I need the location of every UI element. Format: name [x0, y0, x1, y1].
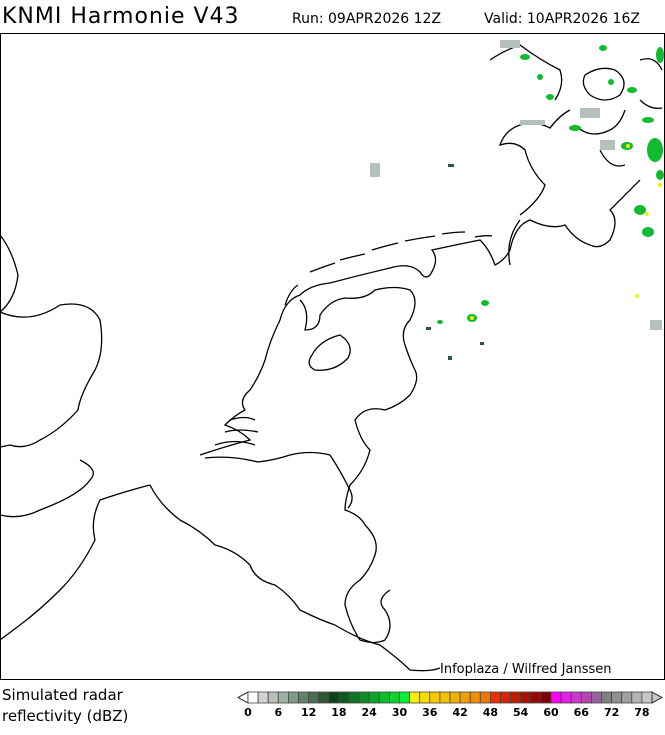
colorbar: 0 6 12 18 24 30 36 42 48 54 60 66 72 78 — [236, 691, 664, 719]
colorbar-box — [247, 691, 259, 704]
colorbar-box — [540, 691, 552, 704]
legend-label-line1: Simulated radar — [2, 686, 123, 704]
colorbar-box — [641, 691, 653, 704]
colorbar-box — [277, 691, 289, 704]
colorbar-box — [257, 691, 269, 704]
colorbar-box — [318, 691, 330, 704]
colorbar-box — [368, 691, 380, 704]
colorbar-box — [328, 691, 340, 704]
legend-label: Simulated radar reflectivity (dBZ) — [2, 685, 128, 727]
run-time: Run: 09APR2026 12Z — [292, 11, 442, 27]
zeeland-islands — [204, 416, 259, 463]
colorbar-box — [348, 691, 360, 704]
colorbar-box — [459, 691, 471, 704]
colorbar-box — [409, 691, 421, 704]
colorbar-tick-label: 48 — [483, 706, 498, 719]
radar-echoes — [370, 40, 664, 360]
colorbar-box — [590, 691, 602, 704]
colorbar-box — [449, 691, 461, 704]
colorbar-box — [439, 691, 451, 704]
colorbar-box — [267, 691, 279, 704]
legend-label-line2: reflectivity (dBZ) — [2, 707, 129, 725]
colorbar-box — [570, 691, 582, 704]
germany-coast — [429, 109, 641, 276]
colorbar-box — [510, 691, 522, 704]
colorbar-box — [399, 691, 411, 704]
colorbar-tick-label: 6 — [274, 706, 282, 719]
colorbar-box — [479, 691, 491, 704]
colorbar-box — [621, 691, 633, 704]
colorbar-box — [500, 691, 512, 704]
colorbar-box — [358, 691, 370, 704]
colorbar-box — [530, 691, 542, 704]
colorbar-tick-label: 12 — [301, 706, 316, 719]
colorbar-box — [560, 691, 572, 704]
colorbar-tick-label: 30 — [392, 706, 408, 719]
colorbar-box — [378, 691, 390, 704]
colorbar-box — [550, 691, 562, 704]
colorbar-tick-label: 18 — [331, 706, 346, 719]
colorbar-tick-label: 24 — [362, 706, 378, 719]
ijsselmeer-coast — [299, 286, 416, 371]
map-frame — [0, 33, 665, 680]
lux-border-south — [334, 624, 441, 672]
colorbar-box — [631, 691, 643, 704]
colorbar-box — [520, 691, 532, 704]
valid-time: Valid: 10APR2026 16Z — [484, 11, 640, 27]
colorbar-box — [469, 691, 481, 704]
colorbar-tick-label: 54 — [513, 706, 529, 719]
colorbar-tick-label: 78 — [634, 706, 649, 719]
france-coast — [0, 484, 151, 641]
colorbar-left-arrow — [236, 691, 249, 704]
be-fr-border — [149, 484, 336, 626]
colorbar-box — [489, 691, 501, 704]
colorbar-box — [580, 691, 592, 704]
colorbar-right-arrow — [651, 691, 664, 704]
nl-be-border — [257, 451, 353, 509]
colorbar-tick-label: 0 — [244, 706, 252, 719]
credit-text: Infoplaza / Wilfred Janssen — [440, 662, 612, 677]
wadden-islands — [284, 231, 493, 306]
colorbar-box — [419, 691, 431, 704]
colorbar-box — [298, 691, 310, 704]
colorbar-box — [388, 691, 400, 704]
england-coast — [0, 234, 103, 518]
colorbar-box — [601, 691, 613, 704]
colorbar-tick-label: 36 — [422, 706, 438, 719]
colorbar-box — [429, 691, 441, 704]
be-de-lux-border — [344, 554, 391, 644]
colorbar-tick-label: 42 — [452, 706, 467, 719]
colorbar-tick-label: 60 — [543, 706, 559, 719]
colorbar-tick-label: 66 — [574, 706, 590, 719]
flevoland — [308, 334, 351, 371]
colorbar-box — [338, 691, 350, 704]
colorbar-box — [288, 691, 299, 704]
colorbar-box — [611, 691, 623, 704]
netherlands-coast — [199, 265, 431, 456]
radar-map — [0, 33, 665, 680]
danish-coast — [489, 44, 663, 109]
colorbar-box — [308, 691, 320, 704]
model-title: KNMI Harmonie V43 — [2, 4, 240, 29]
coastlines-borders — [0, 44, 663, 672]
colorbar-tick-label: 72 — [604, 706, 619, 719]
nl-de-border — [344, 369, 418, 556]
